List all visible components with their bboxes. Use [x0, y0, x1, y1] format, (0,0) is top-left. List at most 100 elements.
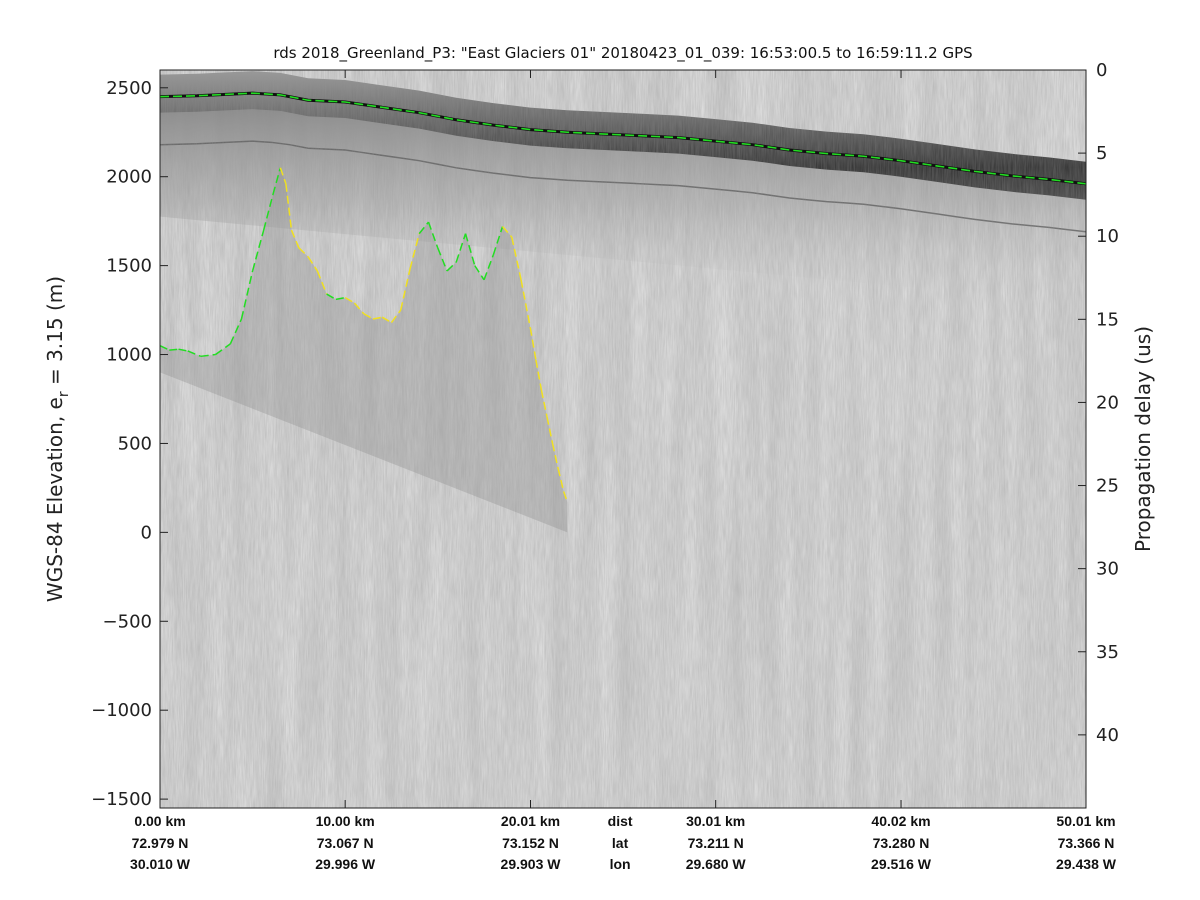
y-tick-label: 0	[141, 522, 152, 543]
x-tick-label-lon: 29.996 W	[315, 856, 376, 872]
y2-tick-label: 30	[1096, 559, 1119, 580]
x-tick-label-lat: 73.067 N	[317, 835, 374, 851]
bed-trace-segment-picked	[200, 353, 216, 358]
y-axis-label-subscript: r	[56, 391, 72, 397]
x-tick-label-lat: 72.979 N	[132, 835, 189, 851]
y-tick-label: −1500	[91, 789, 152, 810]
x-tick-label-lon: 29.516 W	[871, 856, 932, 872]
echogram-grain-texture	[160, 70, 1086, 808]
bed-trace-segment-interpolated	[551, 443, 559, 469]
y-tick-label: −500	[103, 611, 152, 632]
bed-trace-segment-picked	[262, 194, 274, 231]
y2-tick-label: 5	[1096, 143, 1107, 164]
y-axis-elevation: 2500 2000 1500 1000 500 0 −500 −1000 −1500	[91, 78, 168, 810]
x-tick-label-lon: 29.903 W	[501, 856, 562, 872]
bed-trace-segment-picked	[483, 254, 494, 281]
bed-trace-segment-picked	[474, 265, 485, 281]
bed-trace-segment-interpolated	[535, 359, 543, 391]
bed-trace-segment-interpolated	[562, 491, 569, 503]
bed-trace-segment-interpolated	[501, 226, 513, 238]
bed-trace-segment-picked	[251, 229, 265, 272]
bed-trace-segment-interpolated	[290, 229, 300, 249]
bed-trace-segment-picked	[335, 296, 346, 301]
bed-trace-segment-interpolated	[279, 167, 287, 185]
surface-trace	[160, 92, 1086, 185]
bed-trace-segment-picked	[178, 348, 188, 352]
x-tick-label-dist: 40.02 km	[871, 813, 930, 829]
x-tick-label-lat: 73.366 N	[1058, 835, 1115, 851]
bed-trace-segment-interpolated	[409, 233, 420, 270]
bed-trace-segment-picked	[427, 221, 439, 249]
y-tick-label: 2000	[106, 167, 152, 188]
bed-trace-segment-interpolated	[540, 389, 548, 417]
bed-trace-segment-picked	[464, 233, 476, 266]
bed-trace-segment-interpolated	[353, 302, 365, 315]
layer-traces	[160, 91, 1086, 503]
x-tick-label-dist: 10.00 km	[316, 813, 375, 829]
y-axis-label-tail: = 3.15 (m)	[43, 276, 67, 391]
bed-trace-segment-interpolated	[399, 269, 411, 311]
y2-tick-label: 0	[1096, 60, 1107, 81]
plot-frame	[159, 69, 1087, 809]
x-axis-along-track: 0.00 km 72.979 N 30.010 W 10.00 km 73.067 N 2…	[130, 70, 1117, 872]
y-tick-label: 500	[118, 433, 152, 454]
y2-tick-label: 25	[1096, 476, 1119, 497]
y2-tick-label: 20	[1096, 392, 1119, 413]
x-row-label-dist: dist	[608, 813, 633, 829]
y-axis-label-main: WGS-84 Elevation, e	[43, 397, 67, 602]
y2-tick-label: 35	[1096, 642, 1119, 663]
bed-trace-segment-picked	[215, 343, 231, 356]
bed-trace-segment-picked	[240, 270, 254, 320]
bed-trace-segment-interpolated	[546, 416, 554, 444]
bed-trace-segment-interpolated	[307, 256, 319, 272]
bed-trace-segment-picked	[169, 348, 179, 351]
bed-trace-segment-picked	[418, 221, 430, 235]
bed-trace-segment-interpolated	[363, 312, 374, 320]
x-tick-label-dist: 30.01 km	[686, 813, 745, 829]
x-row-label-lon: lon	[610, 856, 631, 872]
bed-trace-segment-picked	[272, 167, 282, 195]
bed-trace-segment-picked	[437, 247, 448, 272]
bed-trace-segment-picked	[326, 293, 337, 301]
y2-tick-label: 10	[1096, 226, 1119, 247]
bed-trace-segment-picked	[187, 350, 202, 358]
bed-trace-segment-picked	[446, 261, 457, 272]
y-tick-label: 1500	[106, 256, 152, 277]
bed-trace-segment-interpolated	[390, 309, 402, 323]
bed-trace-segment-picked	[492, 226, 504, 256]
y-tick-label: −1000	[91, 700, 152, 721]
bed-trace-segment-interpolated	[316, 270, 328, 295]
chart-title: rds 2018_Greenland_P3: "East Glaciers 01…	[273, 44, 972, 63]
x-tick-label-lat: 73.152 N	[502, 835, 559, 851]
y2-tick-label: 40	[1096, 725, 1119, 746]
y-tick-label: 2500	[106, 78, 152, 99]
x-row-label-lat: lat	[612, 835, 629, 851]
x-tick-label-lon: 29.438 W	[1056, 856, 1117, 872]
plot-area	[159, 69, 1087, 809]
x-tick-label-dist: 0.00 km	[134, 813, 185, 829]
bed-trace-segment-interpolated	[344, 296, 355, 304]
bed-trace-segment-picked	[229, 318, 243, 345]
y-axis-label: WGS-84 Elevation, er = 3.15 (m)	[43, 276, 72, 602]
bed-trace-segment-interpolated	[557, 468, 565, 492]
bed-trace-segment-interpolated	[511, 237, 522, 280]
bed-trace-segment-picked	[455, 233, 467, 263]
bed-trace-segment-interpolated	[298, 247, 309, 258]
y-tick-label: 1000	[106, 345, 152, 366]
x-tick-label-lon: 29.680 W	[686, 856, 747, 872]
y-axis-propagation-delay: 0 5 10 15 20 25 30 35 40	[1078, 60, 1119, 746]
x-tick-label-lat: 73.280 N	[873, 835, 930, 851]
x-tick-label-dist: 50.01 km	[1056, 813, 1115, 829]
bed-trace-segment-interpolated	[529, 327, 537, 360]
bed-trace-segment-picked	[160, 344, 170, 351]
y2-tick-label: 15	[1096, 309, 1119, 330]
x-tick-label-lat: 73.211 N	[688, 835, 744, 851]
x-tick-label-dist: 20.01 km	[501, 813, 560, 829]
y2-axis-label: Propagation delay (us)	[1131, 326, 1155, 552]
x-tick-label-lon: 30.010 W	[130, 856, 191, 872]
bed-trace-segment-interpolated	[520, 279, 532, 328]
bed-trace-segment-interpolated	[372, 316, 383, 320]
bed-trace-segment-interpolated	[381, 316, 392, 324]
bed-trace-segment-interpolated	[285, 183, 293, 231]
